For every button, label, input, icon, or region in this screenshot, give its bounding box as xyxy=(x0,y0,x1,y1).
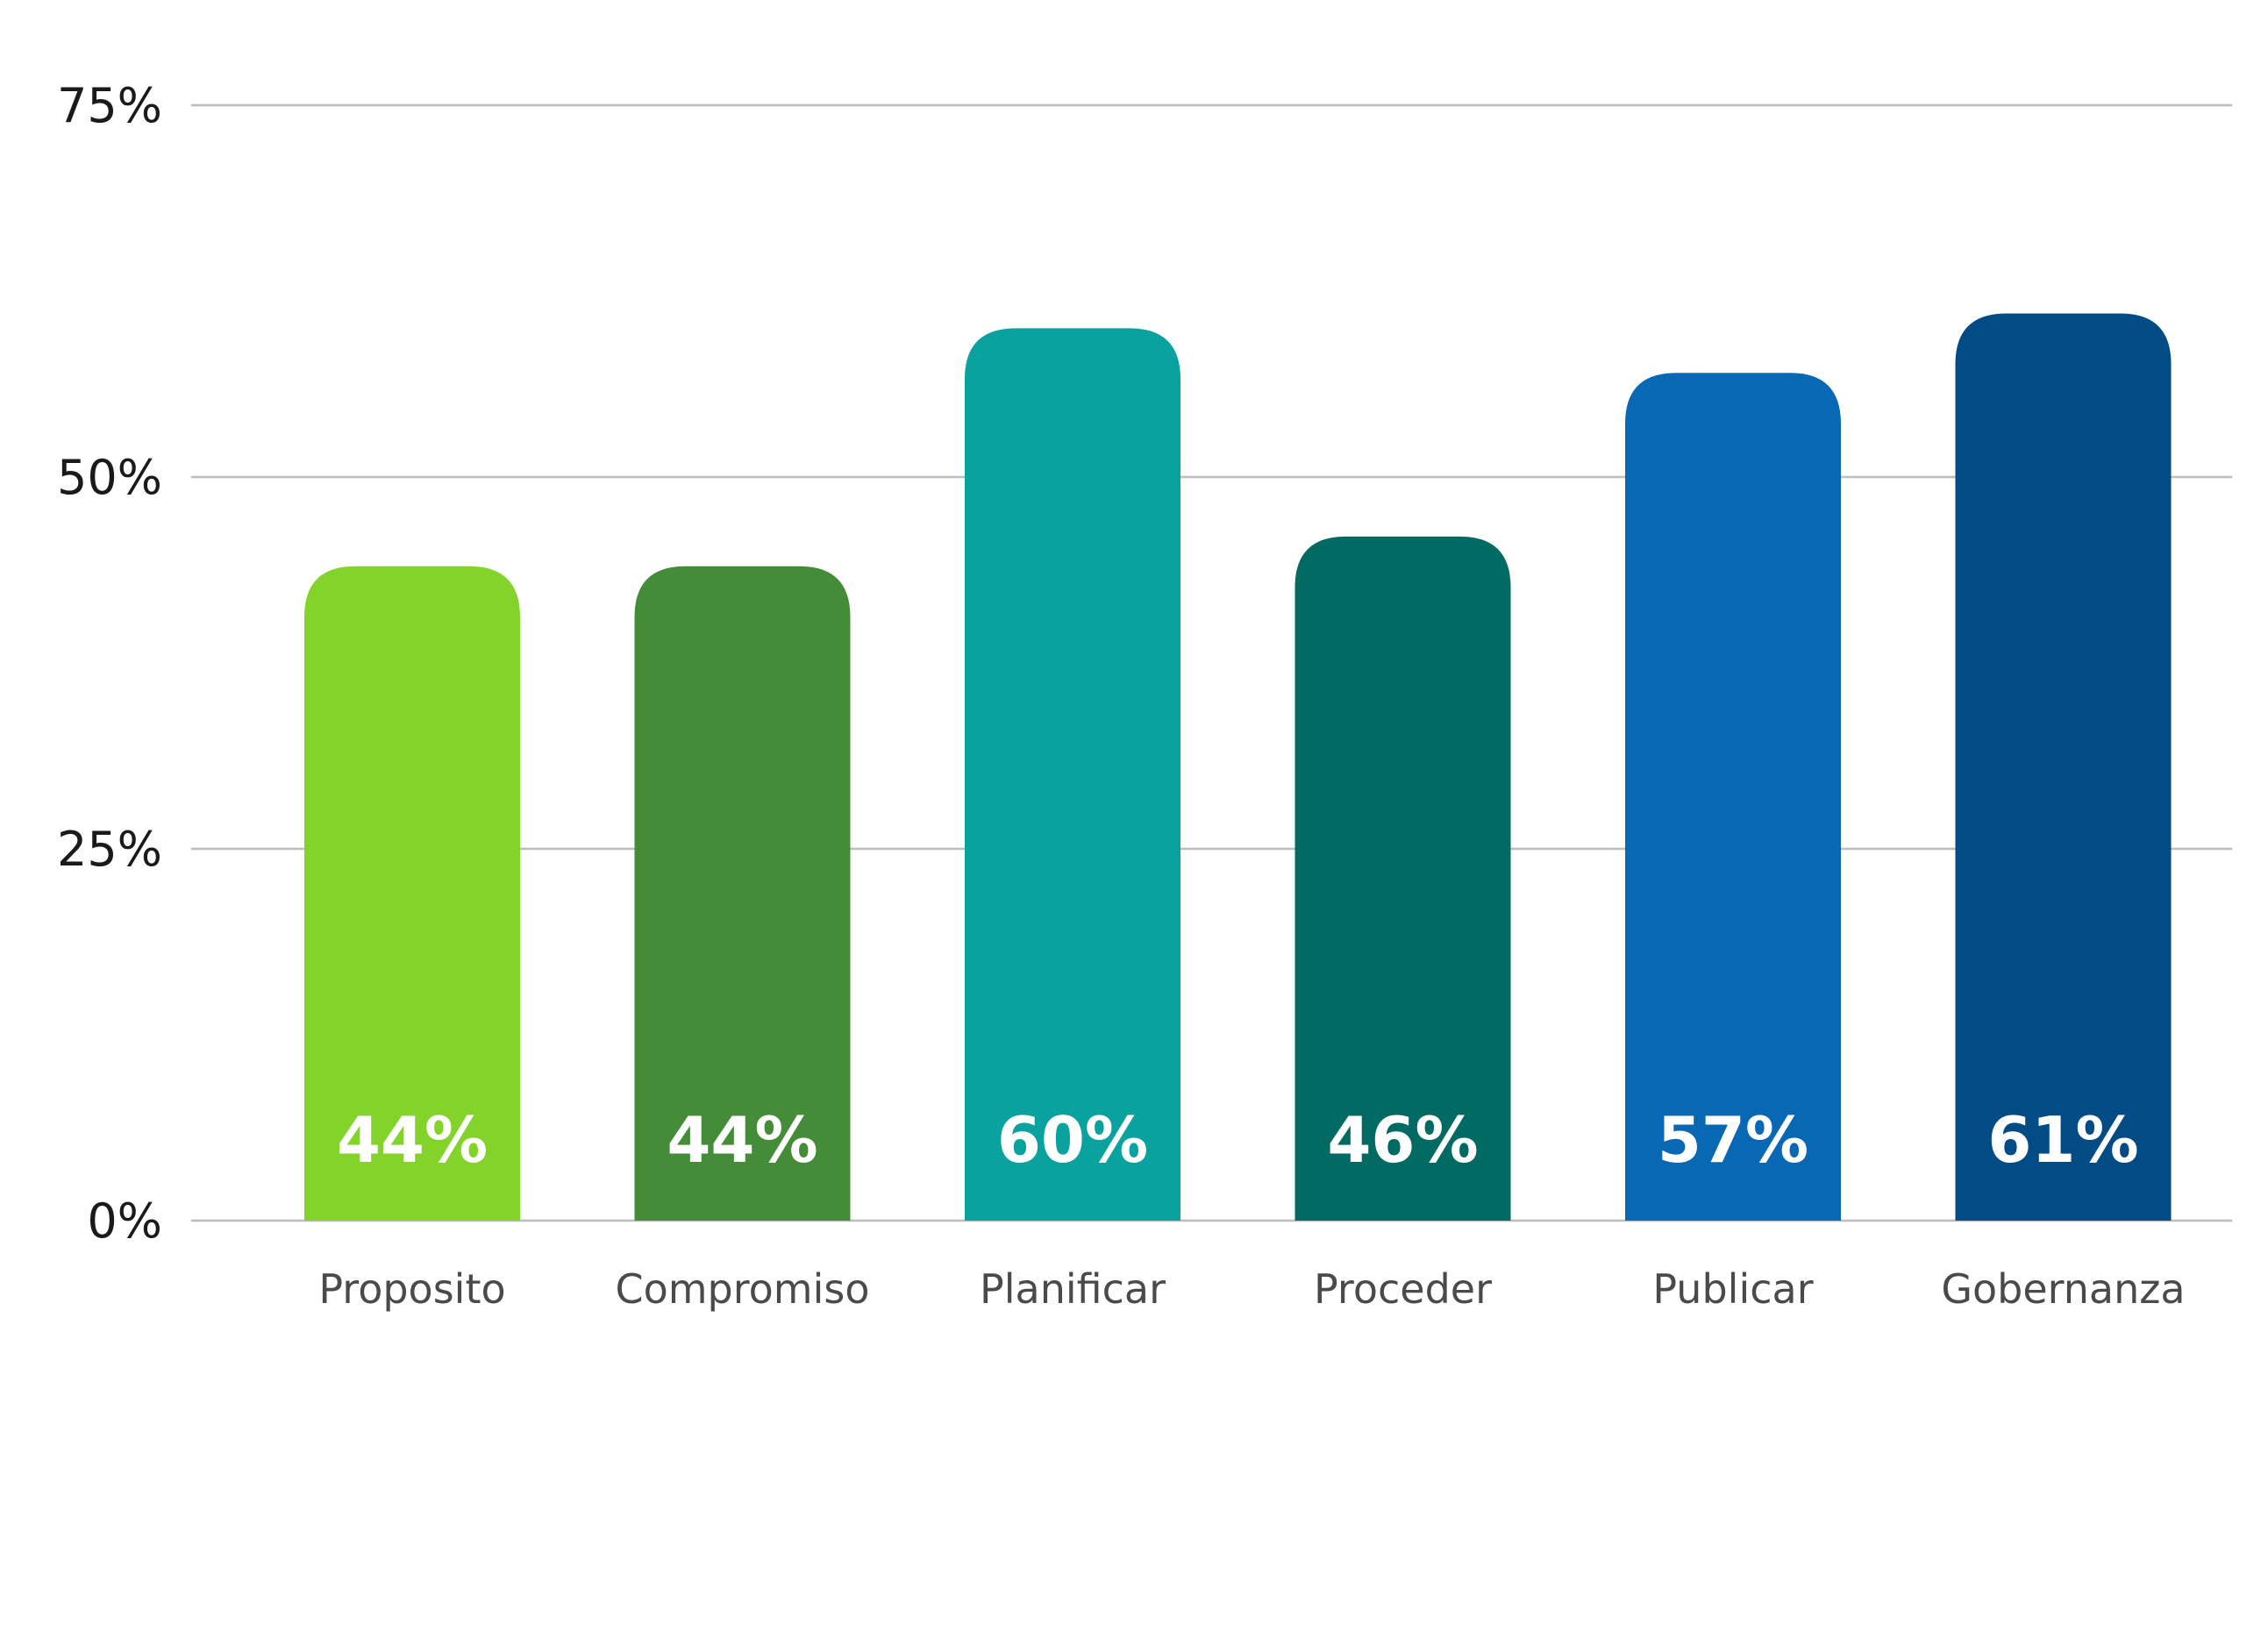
x-tick-label: Proceder xyxy=(1314,1265,1492,1313)
bar-proceder xyxy=(1294,536,1511,1221)
x-tick-label: Publicar xyxy=(1652,1265,1813,1313)
x-tick-label: Gobernanza xyxy=(1941,1265,2185,1313)
x-axis-ticks: Proposito Compromiso Planificar Proceder Pub… xyxy=(318,1265,2185,1313)
y-axis-ticks: 0% 25% 50% 75% xyxy=(57,78,162,1249)
bar-publicar xyxy=(1625,373,1841,1221)
value-label: 60% xyxy=(997,1103,1148,1177)
x-tick-label: Planificar xyxy=(980,1265,1166,1313)
bar-compromiso xyxy=(634,566,851,1221)
bar-gobernanza xyxy=(1955,313,2172,1221)
y-tick-label: 50% xyxy=(57,450,162,505)
gridlines xyxy=(191,103,2232,1222)
value-label: 46% xyxy=(1327,1103,1478,1177)
bar-proposito xyxy=(304,566,520,1221)
value-label: 44% xyxy=(667,1103,817,1177)
value-label: 44% xyxy=(337,1103,488,1177)
value-label: 61% xyxy=(1987,1103,2138,1177)
value-label: 57% xyxy=(1658,1103,1808,1177)
x-tick-label: Proposito xyxy=(318,1265,505,1313)
y-tick-label: 0% xyxy=(87,1193,162,1249)
x-tick-label: Compromiso xyxy=(615,1265,869,1313)
y-tick-label: 25% xyxy=(57,822,162,877)
bars xyxy=(304,313,2172,1221)
bar-planificar xyxy=(965,328,1180,1221)
y-tick-label: 75% xyxy=(57,78,162,133)
value-labels: 44% 44% 60% 46% 57% 61% xyxy=(337,1103,2139,1177)
